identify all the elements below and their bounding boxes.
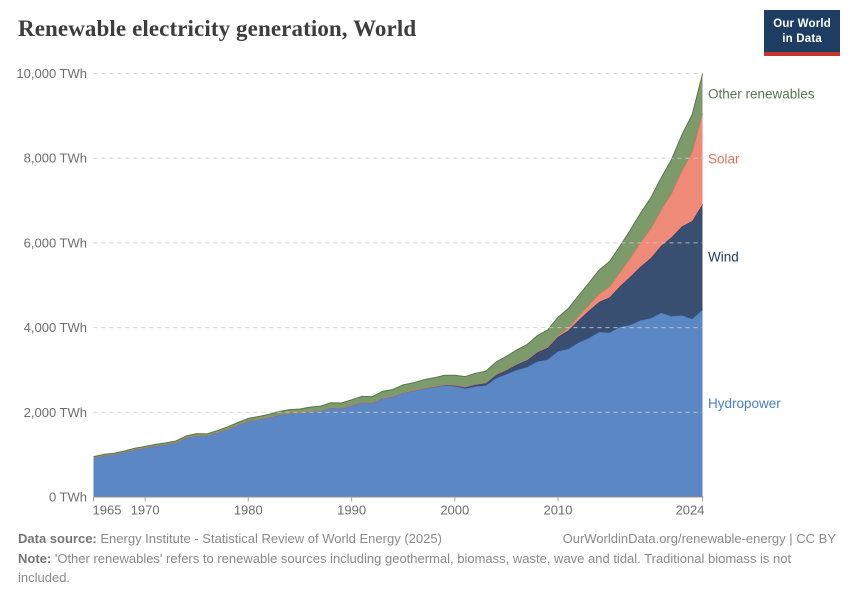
x-tick-label: 2000 bbox=[440, 503, 469, 518]
x-tick-label: 2024 bbox=[676, 503, 705, 518]
y-tick-label: 8,000 TWh bbox=[24, 151, 87, 166]
data-source-text: Energy Institute - Statistical Review of… bbox=[100, 531, 442, 546]
owid-logo-line1: Our World bbox=[773, 18, 831, 30]
x-tick-label: 2010 bbox=[544, 503, 573, 518]
owid-logo-line2: in Data bbox=[782, 32, 822, 45]
series-label-wind: Wind bbox=[708, 250, 739, 265]
data-source-line: Data source: Energy Institute - Statisti… bbox=[18, 531, 442, 546]
series-label-other-renewables: Other renewables bbox=[708, 87, 815, 102]
chart-title: Renewable electricity generation, World bbox=[18, 16, 417, 41]
note-label: Note: bbox=[18, 551, 52, 566]
y-tick-label: 4,000 TWh bbox=[24, 320, 87, 335]
y-tick-label: 10,000 TWh bbox=[16, 66, 87, 81]
attribution-link[interactable]: OurWorldinData.org/renewable-energy | CC… bbox=[562, 531, 836, 546]
area-outline-other-renewables bbox=[93, 73, 703, 458]
note-text: 'Other renewables' refers to renewable s… bbox=[18, 551, 792, 585]
series-label-hydropower: Hydropower bbox=[708, 396, 781, 411]
owid-logo[interactable]: Our World in Data bbox=[764, 10, 840, 56]
area-hydropower[interactable] bbox=[93, 309, 703, 497]
y-tick-label: 0 TWh bbox=[49, 490, 87, 505]
footer: Data source: Energy Institute - Statisti… bbox=[18, 531, 836, 588]
x-tick-label: 1965 bbox=[93, 503, 122, 518]
area-outline-solar bbox=[93, 113, 703, 459]
y-tick-label: 6,000 TWh bbox=[24, 235, 87, 250]
note-line: Note: 'Other renewables' refers to renew… bbox=[18, 550, 836, 588]
series-label-solar: Solar bbox=[708, 152, 740, 167]
x-tick-label: 1970 bbox=[131, 503, 160, 518]
x-tick-label: 1980 bbox=[234, 503, 263, 518]
y-tick-label: 2,000 TWh bbox=[24, 405, 87, 420]
x-tick-label: 1990 bbox=[337, 503, 366, 518]
data-source-label: Data source: bbox=[18, 531, 97, 546]
area-wind[interactable] bbox=[93, 204, 703, 458]
